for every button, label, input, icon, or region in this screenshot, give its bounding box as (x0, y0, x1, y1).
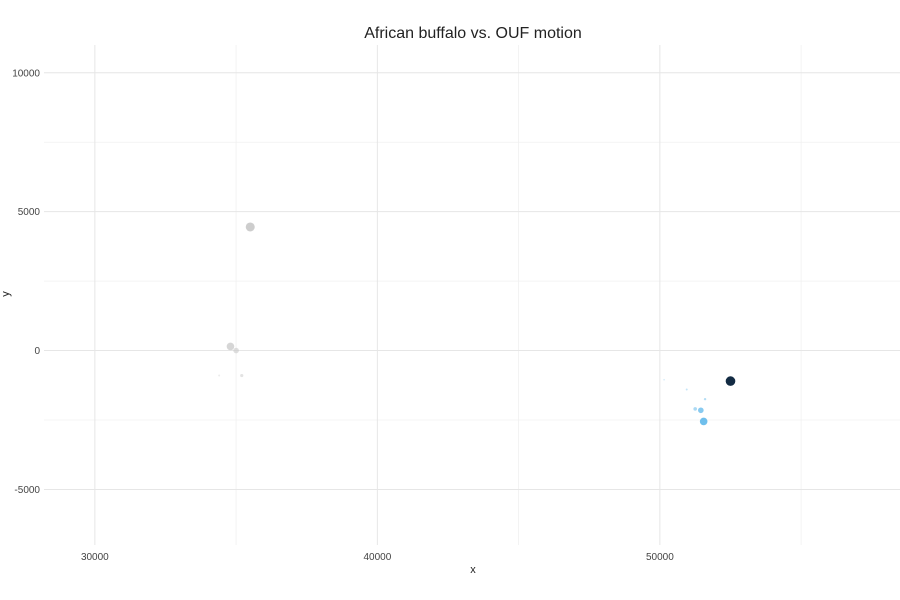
data-point-0-1 (226, 342, 235, 351)
data-point-1-1 (698, 407, 704, 414)
data-points (218, 222, 736, 426)
data-point-1-4 (685, 388, 688, 391)
data-point-1-2 (693, 407, 697, 411)
data-point-0-3 (240, 373, 244, 378)
chart-title: African buffalo vs. OUF motion (364, 25, 582, 42)
data-point-0-2 (233, 347, 239, 354)
x-tick-label-0: 30000 (81, 552, 109, 563)
data-point-1-5 (663, 378, 665, 381)
data-point-2-0 (725, 376, 736, 386)
data-point-1-3 (703, 397, 707, 401)
x-tick-label-2: 50000 (646, 552, 674, 563)
data-point-0-0 (245, 222, 255, 232)
y-axis-label: y (0, 291, 12, 297)
y-tick-label-2: 5000 (18, 207, 41, 218)
major-gridlines (44, 45, 900, 545)
x-tick-labels: 30000 40000 50000 (81, 552, 674, 563)
x-tick-label-1: 40000 (363, 552, 391, 563)
y-tick-labels: -5000 0 5000 10000 (12, 68, 40, 496)
y-tick-label-1: 0 (34, 346, 40, 357)
minor-gridlines (44, 45, 900, 545)
y-tick-label-3: 10000 (12, 68, 40, 79)
y-tick-label-0: -5000 (14, 485, 40, 496)
data-point-1-0 (699, 417, 708, 426)
data-point-0-4 (218, 374, 221, 377)
x-axis-label: x (470, 564, 476, 576)
